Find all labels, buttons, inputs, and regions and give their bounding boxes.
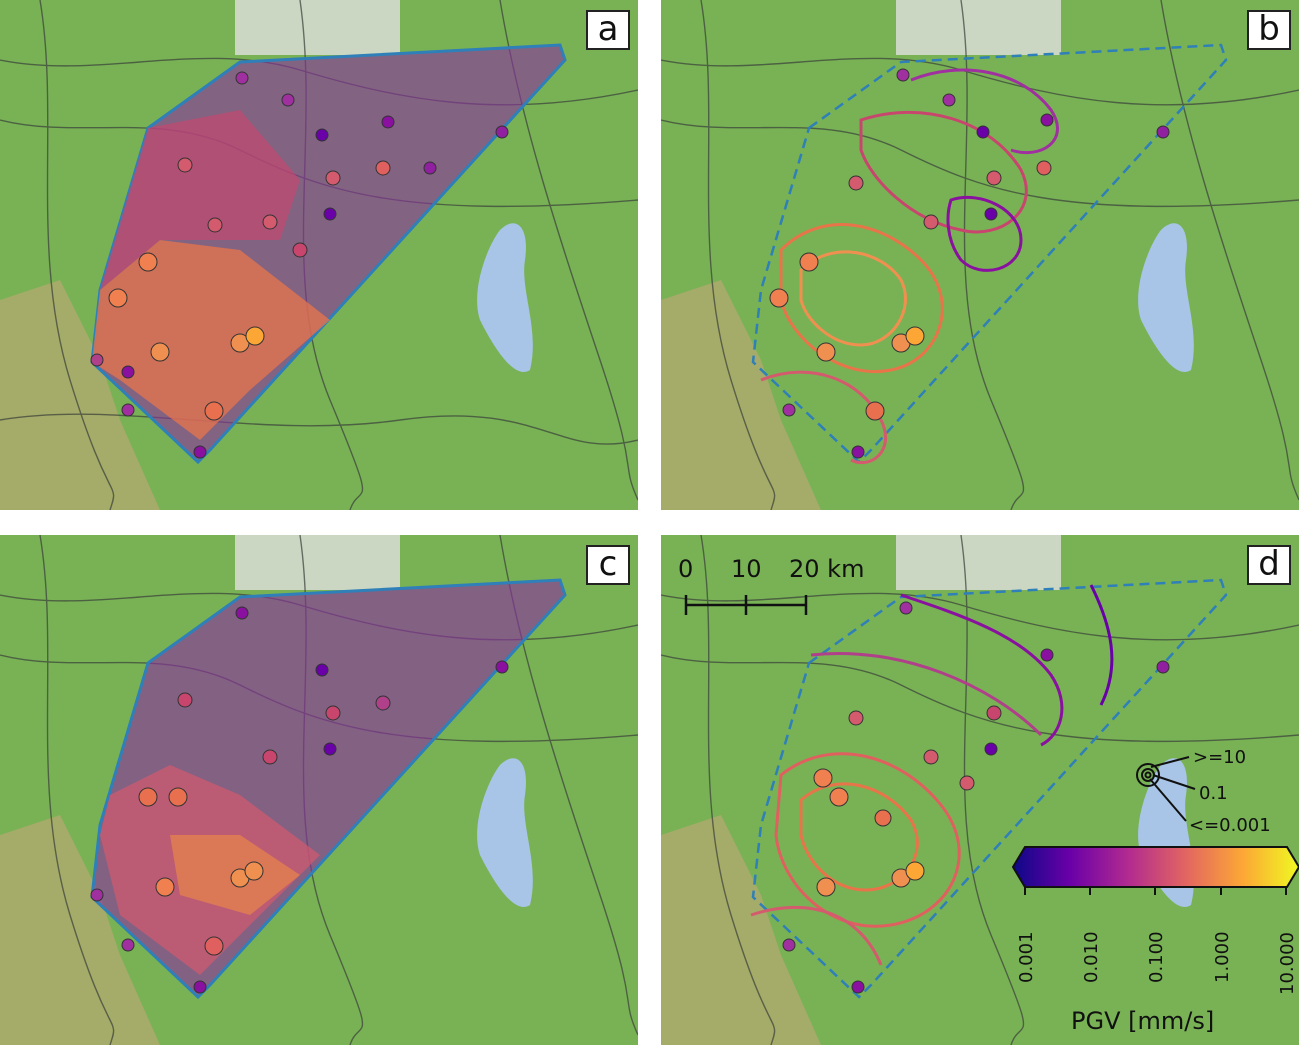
colorbar-tick-label: 0.010 xyxy=(1081,931,1102,983)
city-area xyxy=(235,0,400,55)
region-outline-dashed xyxy=(751,578,1228,999)
roads xyxy=(661,535,1299,1045)
mountain-shading xyxy=(661,815,821,1045)
scale-bar xyxy=(684,595,808,615)
scale-label-10: 10 xyxy=(731,555,762,583)
station-points xyxy=(90,606,509,994)
mountain-shading xyxy=(0,815,160,1045)
map-panel-c: c xyxy=(0,535,638,1045)
station-points xyxy=(782,601,1170,994)
city-area xyxy=(896,0,1061,55)
region-outline-dashed xyxy=(751,43,1228,464)
colorbar-tick-label: 1.000 xyxy=(1212,931,1233,983)
panel-letter-d: d xyxy=(1247,545,1291,585)
lake xyxy=(477,223,533,372)
lake xyxy=(477,758,533,907)
scale-label-20km: 20 km xyxy=(789,555,865,583)
size-legend-symbols xyxy=(1136,756,1196,822)
mountain-shading xyxy=(0,280,160,510)
map-d-svg: 0.001 0.010 0.100 1.000 10.000 xyxy=(661,535,1299,1045)
colorbar-tick-label: 0.100 xyxy=(1146,931,1167,983)
station-points xyxy=(769,68,1170,459)
map-c-svg xyxy=(0,535,638,1045)
city-area xyxy=(896,535,1061,590)
size-legend-min: <=0.001 xyxy=(1189,815,1271,836)
panel-letter-b: b xyxy=(1247,10,1291,50)
voronoi-mid-zone xyxy=(100,110,300,290)
colorbar-gradient xyxy=(1011,846,1299,888)
mountain-shading xyxy=(661,280,821,510)
colorbar-ticks xyxy=(1024,887,1287,895)
voronoi-warm-zone xyxy=(92,240,330,440)
size-legend-mid: 0.1 xyxy=(1199,783,1228,804)
map-b-svg xyxy=(661,0,1299,510)
station-points xyxy=(90,71,509,459)
map-a-svg xyxy=(0,0,638,510)
colorbar-tick-label: 10.000 xyxy=(1277,932,1298,995)
scale-label-0: 0 xyxy=(678,555,694,583)
colorbar-title: PGV [mm/s] xyxy=(1071,1007,1215,1035)
map-panel-b: b xyxy=(661,0,1299,510)
panel-letter-c: c xyxy=(586,545,630,585)
map-panel-a: a xyxy=(0,0,638,510)
colorbar-tick-label: 0.001 xyxy=(1016,931,1037,983)
city-area xyxy=(235,535,400,590)
panel-letter-a: a xyxy=(586,10,630,50)
size-legend-max: >=10 xyxy=(1193,747,1247,768)
contour-lines xyxy=(750,584,1114,966)
lake xyxy=(1138,223,1194,372)
map-panel-d: 0.001 0.010 0.100 1.000 10.000 0 10 20 k… xyxy=(661,535,1299,1045)
